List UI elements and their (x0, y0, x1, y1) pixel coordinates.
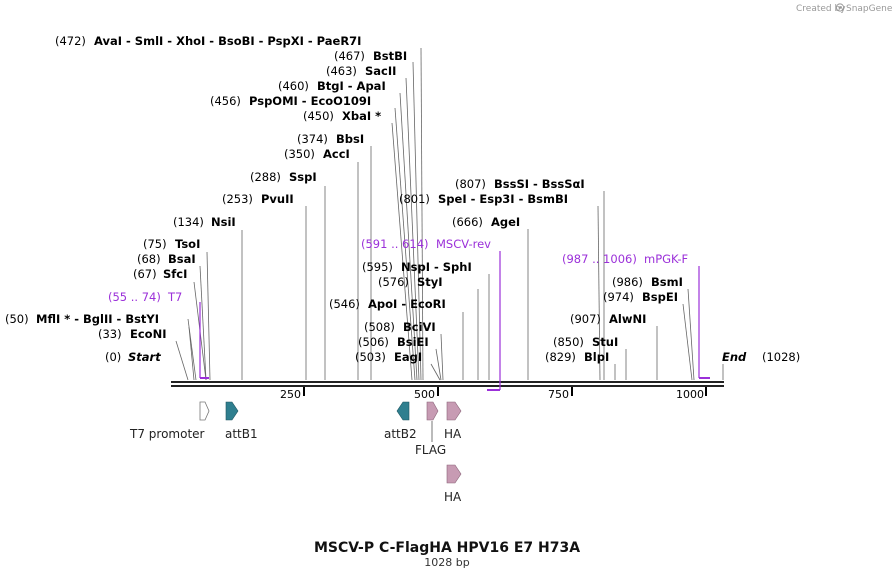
feature-flag-label: FLAG (415, 443, 446, 457)
map-title: MSCV-P C-FlagHA HPV16 E7 H73A (314, 540, 580, 556)
site-sspi-pos: (288) (250, 170, 281, 184)
tick-label-500: 500 (414, 388, 435, 401)
label-start-pos: (0) (105, 350, 121, 364)
site-alwni[interactable]: AlwNI (609, 312, 646, 326)
primer-t7-mark[interactable] (199, 302, 209, 379)
site-bbsi[interactable]: BbsI (336, 132, 364, 146)
site-agei[interactable]: AgeI (491, 215, 520, 229)
site-agei-pos: (666) (452, 215, 483, 229)
site-nsii-pos: (134) (173, 215, 204, 229)
site-nspi-pos: (595) (362, 260, 393, 274)
site-sacii[interactable]: SacII (365, 64, 396, 78)
primer-mscv-rev-label[interactable]: MSCV-rev (436, 237, 491, 251)
site-bsmi-pos: (986) (612, 275, 643, 289)
site-avai-group[interactable]: AvaI - SmlI - XhoI - BsoBI - PspXI - Pae… (94, 34, 361, 48)
primer-mpgk-f-range: (987 .. 1006) (562, 252, 637, 266)
site-spei-esp3i-bsmbi[interactable]: SpeI - Esp3I - BsmBI (438, 192, 568, 206)
site-bsssi-pos: (807) (455, 177, 486, 191)
site-sfci-pos: (67) (133, 267, 157, 281)
site-acci[interactable]: AccI (323, 147, 350, 161)
site-bsai[interactable]: BsaI (168, 252, 196, 266)
site-acci-pos: (350) (284, 147, 315, 161)
site-alwni-pos: (907) (570, 312, 601, 326)
leader-lines (175, 47, 724, 381)
label-end[interactable]: End (722, 350, 747, 364)
feature-attb2[interactable] (396, 401, 410, 421)
feature-t7-promoter[interactable] (199, 401, 210, 421)
map-length: 1028 bp (424, 556, 469, 569)
label-end-pos: (1028) (762, 350, 800, 364)
primer-t7-label[interactable]: T7 (167, 290, 182, 304)
site-apoi-ecori[interactable]: ApoI - EcoRI (368, 297, 446, 311)
site-bbsi-pos: (374) (297, 132, 328, 146)
feature-t7-promoter-label: T7 promoter (129, 427, 205, 441)
site-blpi-pos: (829) (545, 350, 576, 364)
site-tsoi[interactable]: TsoI (175, 237, 200, 251)
site-apoi-pos: (546) (329, 297, 360, 311)
feature-ha-1-label: HA (444, 427, 462, 441)
primer-mpgk-f-mark[interactable] (698, 266, 710, 379)
site-pspomi-pos: (456) (210, 94, 241, 108)
tick-label-250: 250 (280, 388, 301, 401)
feature-attb1[interactable] (225, 401, 239, 421)
site-nsii[interactable]: NsiI (211, 215, 236, 229)
created-by-text: Created by (796, 4, 846, 14)
site-pvuii-pos: (253) (222, 192, 253, 206)
primer-mscv-rev-mark[interactable] (487, 251, 501, 391)
feature-ha-1[interactable] (446, 401, 462, 421)
site-xbai[interactable]: XbaI * (342, 109, 381, 123)
feature-attb1-label: attB1 (225, 427, 258, 441)
site-btgi-pos: (460) (278, 79, 309, 93)
site-sacii-pos: (463) (326, 64, 357, 78)
site-bsai-pos: (68) (137, 252, 161, 266)
site-pspomi-ecoo109i[interactable]: PspOMI - EcoO109I (249, 94, 371, 108)
site-bsiei-pos: (506) (358, 335, 389, 349)
snapgene-logo-icon (835, 3, 845, 12)
site-stui[interactable]: StuI (592, 335, 618, 349)
site-bspei-pos: (974) (603, 290, 634, 304)
site-bspei[interactable]: BspEI (642, 290, 678, 304)
site-sspi[interactable]: SspI (289, 170, 317, 184)
snapgene-brand-text: SnapGene (846, 4, 893, 14)
site-spei-pos: (801) (399, 192, 430, 206)
primer-mpgk-f-label[interactable]: mPGK-F (644, 252, 688, 266)
feature-ha-2-label: HA (444, 490, 462, 504)
site-bcivi-pos: (508) (364, 320, 395, 334)
feature-ha-2[interactable] (446, 464, 462, 484)
site-bcivi[interactable]: BciVI (403, 320, 436, 334)
site-bsssi-bsssai[interactable]: BssSI - BssSαI (494, 177, 585, 191)
site-eagi[interactable]: EagI (394, 350, 422, 364)
site-econi[interactable]: EcoNI (130, 327, 166, 341)
site-bsiei[interactable]: BsiEI (397, 335, 429, 349)
site-bstbi[interactable]: BstBI (373, 49, 407, 63)
feature-flag[interactable] (426, 401, 439, 442)
tick-label-750: 750 (548, 388, 569, 401)
primer-t7-range: (55 .. 74) (108, 290, 161, 304)
site-blpi[interactable]: BlpI (584, 350, 609, 364)
primer-mscv-rev-range: (591 .. 614) (361, 237, 429, 251)
scale-ticks: 250 500 750 1000 (280, 387, 707, 401)
dna-backbone[interactable] (171, 381, 724, 387)
site-sfci[interactable]: SfcI (163, 267, 187, 281)
site-pvuii[interactable]: PvuII (261, 192, 294, 206)
site-mfli-bglii-bstyi[interactable]: MflI * - BglII - BstYI (36, 312, 159, 326)
site-xbai-pos: (450) (303, 109, 334, 123)
site-nspi-sphi[interactable]: NspI - SphI (401, 260, 472, 274)
site-eagi-pos: (503) (355, 350, 386, 364)
site-styi[interactable]: StyI (417, 275, 443, 289)
site-bstbi-pos: (467) (334, 49, 365, 63)
site-mfli-pos: (50) (5, 312, 29, 326)
site-tsoi-pos: (75) (143, 237, 167, 251)
site-econi-pos: (33) (98, 327, 122, 341)
site-bsmi[interactable]: BsmI (651, 275, 683, 289)
label-start[interactable]: Start (128, 350, 161, 364)
site-styi-pos: (576) (378, 275, 409, 289)
site-btgi-apai[interactable]: BtgI - ApaI (317, 79, 386, 93)
site-avai-pos: (472) (55, 34, 86, 48)
site-stui-pos: (850) (553, 335, 584, 349)
feature-attb2-label: attB2 (384, 427, 417, 441)
tick-label-1000: 1000 (676, 388, 704, 401)
